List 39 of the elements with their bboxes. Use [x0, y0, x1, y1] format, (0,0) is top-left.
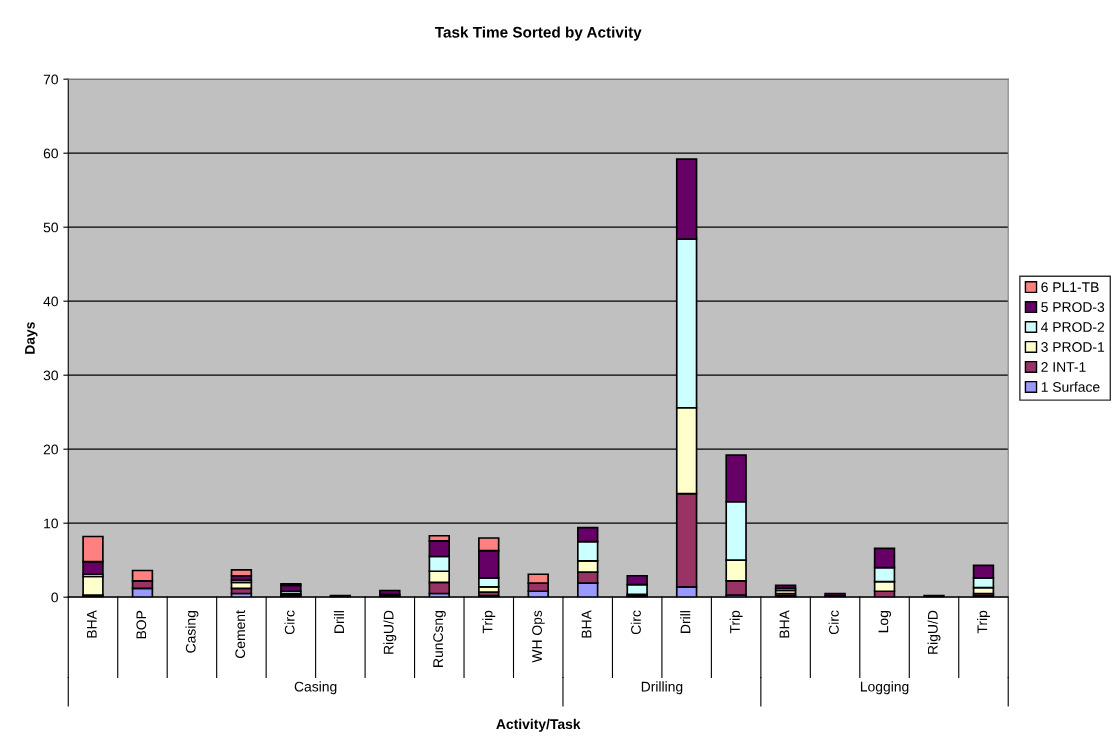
text: Drilling — [641, 681, 683, 695]
x-tick-label: Cement — [235, 610, 246, 659]
legend-label: 6 PL1-TB — [1041, 282, 1099, 293]
x-tick-label: Trip — [482, 610, 496, 634]
x-tick-label: BHA — [779, 610, 790, 638]
x-tick-label: Log — [878, 611, 892, 633]
legend-label: 2 INT-1 — [1041, 362, 1086, 372]
x-tick-label: WH Ops — [532, 610, 545, 663]
y-tick-label: 20 — [43, 444, 58, 455]
legend-label: 1 Surface — [1041, 381, 1100, 392]
x-tick-label: Drill — [680, 611, 691, 633]
x-tick-label: Casing — [185, 611, 199, 653]
x-tick-label: RigU/D — [383, 610, 397, 654]
text: Logging — [860, 681, 909, 695]
x-tick-label: BOP — [136, 610, 147, 639]
x-tick-label: Circ — [630, 610, 641, 635]
y-tick-label: 60 — [43, 148, 58, 159]
y-tick-label: 40 — [43, 296, 58, 307]
legend-label: 3 PROD-1 — [1041, 342, 1105, 352]
x-tick-label: RunCsng — [433, 611, 446, 667]
legend-label: 5 PROD-3 — [1041, 302, 1105, 312]
y-tick-label: 50 — [43, 222, 58, 233]
x-tick-label: RigU/D — [927, 610, 941, 654]
y-axis-title: Days — [25, 322, 38, 354]
text: Casing — [294, 681, 337, 695]
x-tick-label: Drill — [333, 611, 344, 633]
x-tick-label: Circ — [284, 610, 295, 635]
chart-title: Task Time Sorted by Activity — [434, 26, 642, 41]
y-tick-label: 30 — [43, 370, 58, 381]
x-tick-label: Circ — [828, 610, 839, 635]
legend-label: 4 PROD-2 — [1041, 322, 1105, 332]
y-tick-label: 10 — [44, 518, 58, 529]
x-axis-title: Activity/Task — [496, 718, 581, 732]
x-tick-label: BHA — [581, 610, 592, 638]
y-tick-label: 70 — [43, 74, 58, 85]
x-tick-label: Trip — [977, 610, 990, 634]
y-tick-label: 0 — [51, 592, 58, 603]
x-tick-label: BHA — [87, 610, 97, 638]
x-tick-label: Trip — [729, 610, 743, 634]
